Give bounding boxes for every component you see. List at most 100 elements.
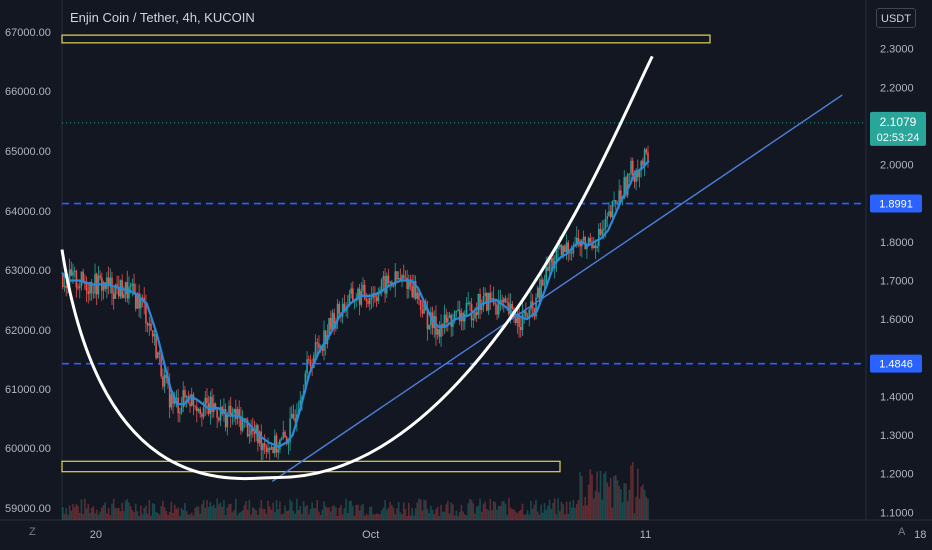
volume-bar [128,502,130,520]
candle-body [323,330,325,351]
volume-bar [163,507,166,520]
candle-body [331,312,334,330]
volume-bar [430,505,432,520]
candle-body [185,396,188,398]
volume-bar [338,507,341,520]
volume-bar [141,514,144,520]
candle-body [404,277,407,279]
candle-body [477,293,480,315]
volume-bar [621,502,624,520]
candle-body [525,311,527,317]
volume-bar [516,513,519,520]
volume-bar [294,513,296,520]
volume-bar [148,499,151,520]
candle-body [457,309,459,311]
candle-body [284,431,286,438]
volume-bar [343,508,346,520]
volume-bar [187,514,190,520]
volume-bar [245,501,247,520]
candle-body [367,301,369,304]
candle-body [192,394,195,406]
candle-body [630,160,632,174]
volume-bar [340,504,342,520]
candle-body [170,394,173,408]
candle-body [102,282,105,291]
volume-bar [470,500,473,520]
volume-bar [202,499,205,520]
auto-scale-button[interactable]: A [898,526,906,538]
volume-bar [424,500,427,520]
right-axis-tick-label: 1.4000 [880,391,914,403]
volume-bar [603,473,605,520]
volume-bar [331,505,334,520]
candle-body [542,279,544,286]
volume-bar [614,475,617,520]
volume-bar [304,506,307,520]
volume-bar [404,508,407,520]
candle-body [282,431,285,438]
volume-bar [564,514,566,520]
volume-bar [469,498,471,520]
timezone-button[interactable]: Z [29,526,36,538]
candle-body [204,397,207,408]
right-axis-tick-label: 1.8000 [880,237,914,249]
volume-bar [78,512,81,520]
last-price-badge [870,111,926,146]
volume-bar [279,501,281,520]
candle-body [599,228,602,235]
volume-bar [348,500,351,520]
candle-body [160,354,162,377]
candle-body [540,279,542,301]
volume-bar [487,510,490,520]
candle-body [357,288,359,300]
candle-body [140,297,142,309]
volume-bar [513,509,515,520]
candle-body [104,282,107,289]
volume-bar [68,505,71,520]
volume-bar [402,502,405,520]
candle-body [577,237,580,243]
volume-bar [638,498,641,520]
candle-body [455,310,458,312]
candle-body [92,292,95,294]
candle-body [216,408,218,418]
volume-bar [165,510,168,520]
volume-bar [229,503,232,520]
volume-bar [131,510,134,520]
left-axis-tick-label: 67000.00 [5,27,51,39]
candle-body [474,312,476,319]
candle-body [172,394,174,404]
candle-body [618,190,620,204]
volume-bar [484,501,486,520]
volume-bar [90,507,93,520]
volume-bar [494,502,497,520]
volume-bar [119,511,122,520]
volume-bar [136,511,139,520]
candle-body [68,269,71,286]
right-axis-tick-label: 1.7000 [880,275,914,287]
candle-body [280,437,283,440]
candle-body [75,270,78,288]
candle-body [267,448,269,452]
level-badge-label: 1.8991 [879,199,913,211]
candle-body [233,408,235,413]
volume-bar [94,513,96,520]
volume-bar [460,505,463,520]
volume-bar [594,490,597,520]
volume-bar [536,511,539,520]
volume-bar [623,483,626,520]
volume-bar [214,508,217,520]
candle-body [62,272,64,287]
candle-body [497,300,500,315]
volume-bar [423,499,425,520]
currency-badge[interactable]: USDT [876,8,916,28]
candle-body [173,399,176,404]
candle-body [304,373,307,392]
volume-bar [421,510,424,520]
volume-bar [160,506,162,520]
candle-body [248,434,251,437]
candle-body [258,431,261,444]
right-axis-tick-label: 2.2000 [880,82,914,94]
candle-body [201,414,203,417]
